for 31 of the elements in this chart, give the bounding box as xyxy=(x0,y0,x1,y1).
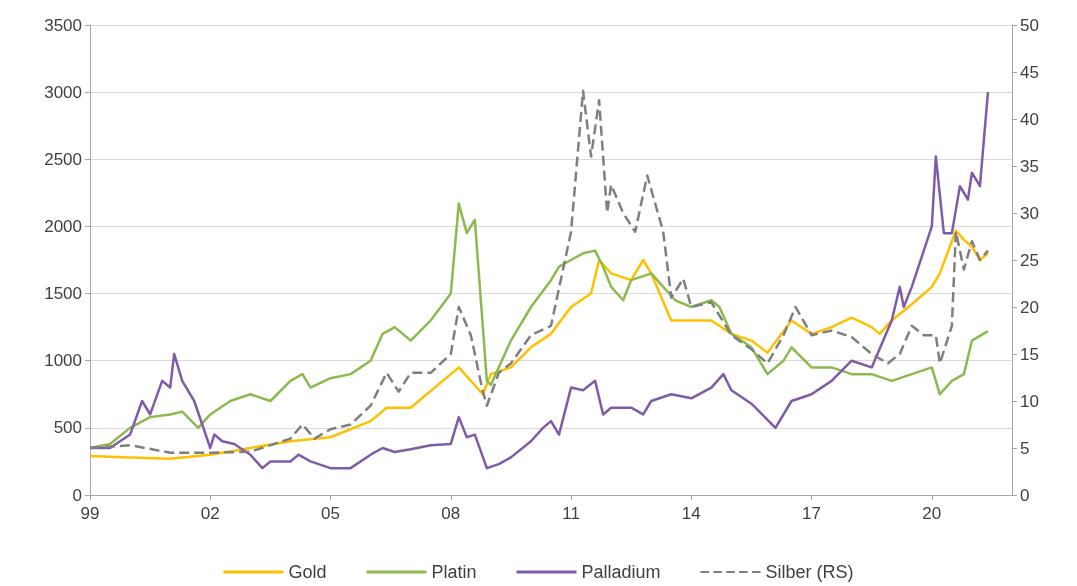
x-tick-label: 17 xyxy=(802,504,822,523)
legend-label: Gold xyxy=(288,562,327,582)
legend-label: Silber (RS) xyxy=(765,562,854,582)
y2-tick-label: 40 xyxy=(1020,109,1039,129)
y-tick-label: 1500 xyxy=(44,284,82,304)
y2-tick-label: 25 xyxy=(1020,250,1039,270)
y-tick-label: 1000 xyxy=(44,351,82,371)
x-tick-label: 99 xyxy=(80,504,100,523)
x-tick-label: 02 xyxy=(200,504,220,523)
y-tick-label: 2500 xyxy=(44,149,82,169)
x-tick-label: 14 xyxy=(681,504,701,523)
x-tick-label: 08 xyxy=(441,504,461,523)
y2-tick-label: 5 xyxy=(1020,438,1030,458)
x-tick-label: 11 xyxy=(562,504,580,523)
y2-tick-label: 15 xyxy=(1020,344,1039,364)
legend-label: Platin xyxy=(431,562,477,582)
y2-tick-label: 35 xyxy=(1020,156,1039,176)
y2-tick-label: 0 xyxy=(1020,485,1030,505)
y-tick-label: 3000 xyxy=(44,82,82,102)
y2-tick-label: 10 xyxy=(1020,391,1039,411)
x-tick-label: 05 xyxy=(321,504,340,523)
y-tick-label: 2000 xyxy=(44,216,82,236)
y-tick-label: 3500 xyxy=(44,15,82,35)
legend-label: Palladium xyxy=(581,562,661,582)
y-tick-label: 500 xyxy=(53,418,82,438)
y-tick-label: 0 xyxy=(72,485,82,505)
y2-tick-label: 20 xyxy=(1020,297,1039,317)
x-tick-label: 20 xyxy=(922,504,942,523)
y2-tick-label: 30 xyxy=(1020,203,1039,223)
y2-tick-label: 50 xyxy=(1020,15,1039,35)
y2-tick-label: 45 xyxy=(1020,62,1039,82)
